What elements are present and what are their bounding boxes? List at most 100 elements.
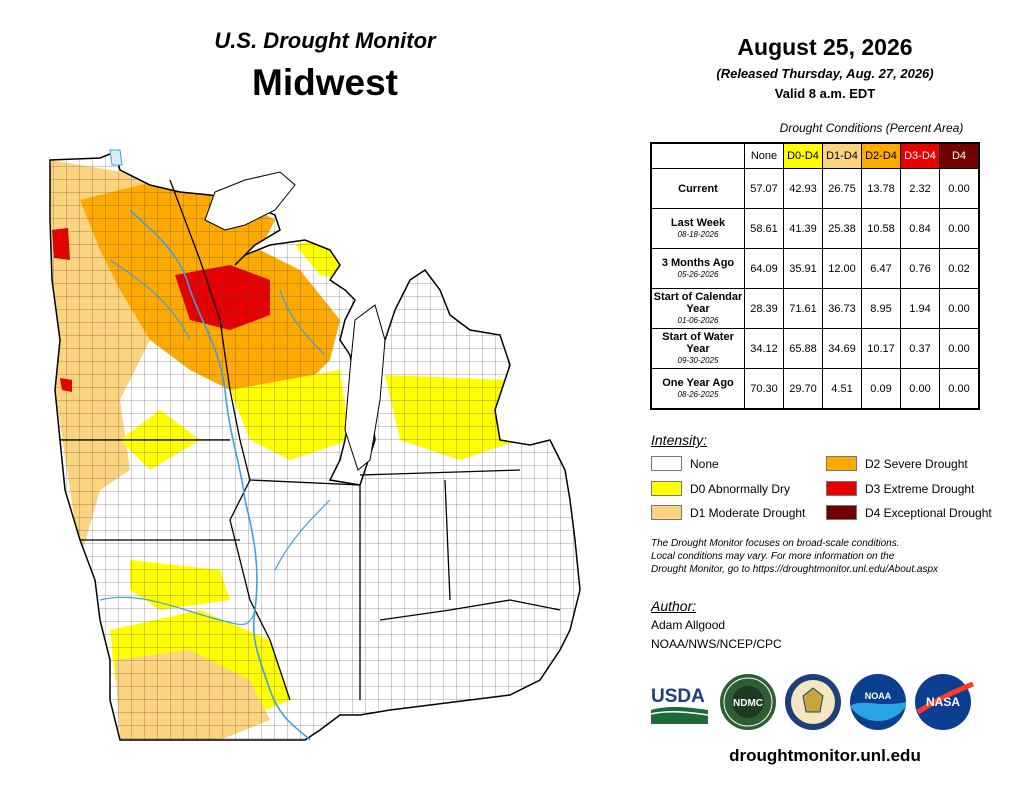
table-cell: 13.78 (861, 168, 901, 209)
table-cell: 35.91 (783, 248, 823, 289)
disclaimer-note: The Drought Monitor focuses on broad-sca… (651, 537, 1021, 576)
nasa-logo: NASA (915, 674, 974, 730)
table-cell: 57.07 (744, 168, 784, 209)
row-label-text: Last Week (670, 216, 726, 229)
map-title: U.S. Drought Monitor (214, 28, 436, 53)
state-boundary-wi-il (249, 479, 361, 486)
table-cell: 10.58 (861, 208, 901, 249)
table-cell: 6.47 (861, 248, 901, 289)
lake-superior (204, 171, 296, 231)
map-date: August 25, 2026 (737, 34, 913, 60)
author-org: NOAA/NWS/NCEP/CPC (651, 637, 782, 651)
table-cell: 0.00 (939, 328, 980, 369)
conditions-table: None D0-D4 D1-D4 D2-D4 D3-D4 D4 Current … (650, 142, 980, 410)
website-link[interactable]: droughtmonitor.unl.edu (729, 746, 921, 765)
released-date: (Released Thursday, Aug. 27, 2026) (716, 66, 934, 81)
col-header-d4: D4 (939, 142, 980, 169)
table-cell: 42.93 (783, 168, 823, 209)
legend-label: D4 Exceptional Drought (865, 505, 992, 520)
table-cell: 58.61 (744, 208, 784, 249)
legend-item-d0: D0 Abnormally Dry (651, 481, 790, 496)
row-label-text: Start of Calendar Year (653, 290, 743, 315)
table-cell: 0.37 (900, 328, 940, 369)
table-cell: 8.95 (861, 288, 901, 329)
col-header-d1-d4: D1-D4 (822, 142, 862, 169)
small-lake (109, 149, 123, 166)
corner-cell (651, 143, 745, 169)
row-label-text: Current (678, 182, 718, 195)
legend-swatch (826, 505, 857, 520)
mississippi-river (129, 209, 311, 741)
table-row: Start of Calendar Year 01-06-2026 28.39 7… (650, 288, 980, 329)
row-label-text: 3 Months Ago (661, 256, 735, 269)
wisconsin-river (279, 289, 326, 356)
legend-item-d1: D1 Moderate Drought (651, 505, 805, 520)
state-boundary-ky-north (379, 599, 561, 621)
row-label-text: One Year Ago (662, 376, 734, 389)
table-row: One Year Ago 08-26-2025 70.30 29.70 4.51 … (650, 368, 980, 410)
table-cell: 0.76 (900, 248, 940, 289)
row-date: 01-06-2026 (677, 315, 719, 325)
table-cell: 1.94 (900, 288, 940, 329)
table-caption: Drought Conditions (Percent Area) (779, 121, 964, 135)
legend-item-d3: D3 Extreme Drought (826, 481, 974, 496)
row-date: 08-18-2026 (677, 229, 719, 239)
author-name: Adam Allgood (651, 618, 726, 632)
note-line-2: Local conditions may vary. For more info… (651, 551, 895, 562)
row-label: Last Week 08-18-2026 (650, 208, 745, 249)
legend-swatch (651, 481, 682, 496)
row-label: Start of Water Year 09-30-2025 (650, 328, 745, 369)
table-cell: 29.70 (783, 368, 823, 410)
legend-title: Intensity: (651, 432, 708, 448)
minnesota-river (109, 259, 191, 341)
table-row: 3 Months Ago 05-26-2026 64.09 35.91 12.00… (650, 248, 980, 289)
table-cell: 0.02 (939, 248, 980, 289)
illinois-river (274, 499, 331, 571)
legend-swatch (826, 456, 857, 471)
col-header-none: None (744, 142, 784, 169)
table-cell: 0.09 (861, 368, 901, 410)
table-cell: 0.84 (900, 208, 940, 249)
legend-label: None (690, 456, 719, 471)
table-cell: 0.00 (939, 368, 980, 410)
table-cell: 34.12 (744, 328, 784, 369)
col-header-d3-d4: D3-D4 (900, 142, 940, 169)
state-boundary-mi-south (359, 469, 521, 476)
legend-label: D0 Abnormally Dry (690, 481, 791, 496)
legend-swatch (651, 505, 682, 520)
svg-text:NDMC: NDMC (733, 698, 763, 709)
col-header-d2-d4: D2-D4 (861, 142, 901, 169)
table-cell: 0.00 (939, 168, 980, 209)
doc-seal-logo (785, 674, 841, 730)
table-cell: 71.61 (783, 288, 823, 329)
note-line-3: Drought Monitor, go to https://droughtmo… (651, 564, 939, 575)
lake-michigan (344, 304, 386, 471)
legend-item-d4: D4 Exceptional Drought (826, 505, 992, 520)
legend-swatch (651, 456, 682, 471)
table-row: Last Week 08-18-2026 58.61 41.39 25.38 10… (650, 208, 980, 249)
table-cell: 4.51 (822, 368, 862, 410)
missouri-river (99, 596, 256, 625)
drought-map (49, 149, 581, 741)
table-cell: 0.00 (939, 208, 980, 249)
row-label-text: Start of Water Year (662, 330, 734, 355)
table-cell: 12.00 (822, 248, 862, 289)
table-cell: 25.38 (822, 208, 862, 249)
author-title: Author: (651, 598, 697, 614)
drought-layers (50, 152, 580, 740)
note-line-1: The Drought Monitor focuses on broad-sca… (651, 538, 900, 549)
ndmc-logo: NDMC (720, 674, 776, 730)
table-cell: 26.75 (822, 168, 862, 209)
table-cell: 41.39 (783, 208, 823, 249)
agency-logos: USDA NDMC NOAA NASA (650, 674, 974, 730)
row-date: 09-30-2025 (677, 355, 719, 365)
noaa-logo: NOAA (850, 674, 906, 730)
table-cell: 34.69 (822, 328, 862, 369)
table-cell: 0.00 (939, 288, 980, 329)
county-lines (50, 152, 580, 740)
table-row: Current 57.07 42.93 26.75 13.78 2.32 0.0… (650, 168, 980, 209)
row-label: 3 Months Ago 05-26-2026 (650, 248, 745, 289)
table-cell: 64.09 (744, 248, 784, 289)
table-cell: 36.73 (822, 288, 862, 329)
svg-text:USDA: USDA (651, 686, 705, 707)
